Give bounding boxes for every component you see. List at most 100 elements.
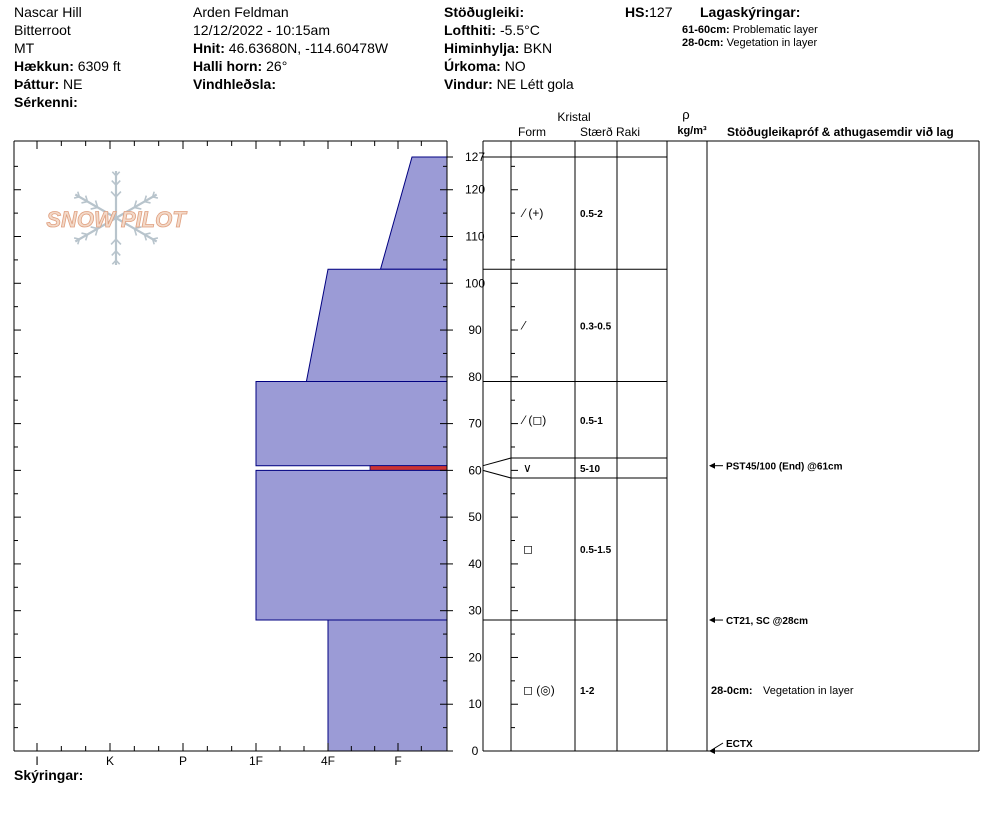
thin-layer-connector: [482, 457, 512, 467]
snowflake-arm: [115, 193, 158, 219]
snowflake-branch: [84, 234, 89, 241]
legend-item: 61-60cm: Problematic layer: [682, 24, 818, 37]
y-tick-label: 100: [465, 276, 485, 290]
aspect-value: NE: [63, 76, 83, 92]
sky-row: Himinhylja: BKN: [444, 39, 552, 57]
elevation-label: Hækkun:: [14, 58, 74, 74]
snowflake-branch: [111, 171, 117, 177]
layer-grain-size: 1-2: [580, 686, 595, 697]
y-tick-label: 110: [465, 230, 484, 244]
snowpilot-logo: SNOW PILOT: [46, 171, 188, 265]
layer-grain-form: ⁄: [520, 318, 527, 332]
snowflake-branch: [110, 238, 117, 245]
test-result: CT21, SC @28cm: [726, 616, 808, 627]
legend-item-text: Problematic layer: [732, 24, 818, 36]
snowflake-branch: [90, 226, 98, 230]
snow-layer: [327, 619, 448, 752]
x-tick-label: F: [394, 754, 401, 768]
layer-grain-form: ◻ (◎): [523, 683, 555, 697]
snowflake-branch: [115, 180, 121, 186]
x-tick-label: 4F: [321, 754, 335, 768]
col-header-tests: Stöðugleikapróf & athugasemdir við lag: [727, 125, 954, 139]
legend-item-range: 61-60cm:: [682, 24, 730, 36]
snowflake-branch: [134, 206, 142, 210]
snowflake-branch: [94, 200, 99, 208]
snowflake-branch: [111, 180, 117, 186]
layer-grain-size: 5-10: [580, 464, 600, 475]
wind-value: NE Létt gola: [496, 76, 574, 92]
slope-row: Halli horn: 26°: [193, 57, 287, 75]
coords-row: Hnit: 46.63680N, -114.60478W: [193, 39, 388, 57]
snowflake-branch: [144, 232, 151, 236]
range: Bitterroot: [14, 22, 71, 38]
problem-layer: [369, 465, 448, 471]
wind-load-row: Vindhleðsla:: [193, 75, 276, 93]
snowflake-icon: [73, 171, 159, 265]
col-header-crystal: Kristal: [557, 110, 590, 124]
snowflake-branch: [111, 259, 117, 265]
hs-row: HS:127: [625, 3, 672, 21]
thin-layer-connector: [482, 469, 512, 479]
col-header-size: Stærð: [580, 125, 613, 139]
y-tick-label: 127: [465, 150, 485, 164]
col-header-form: Form: [518, 125, 546, 139]
y-tick-label: 60: [468, 463, 482, 477]
features-row: Sérkenni:: [14, 93, 78, 111]
snowflake-branch: [84, 195, 89, 202]
snowflake-branch: [115, 259, 121, 265]
wind-load-label: Vindhleðsla:: [193, 76, 276, 92]
col-header-density-unit: kg/m³: [677, 125, 707, 137]
layer-grain-size: 0.5-1: [580, 416, 603, 427]
snowflake-branch: [151, 238, 155, 245]
layer-grain-size: 0.3-0.5: [580, 321, 612, 332]
hs-label: HS:: [625, 4, 650, 20]
elevation-value: 6309 ft: [77, 58, 121, 74]
layer-grain-form: ⁄ (+): [520, 206, 543, 220]
y-tick-label: 120: [465, 183, 485, 197]
elevation-row: Hækkun: 6309 ft: [14, 57, 121, 75]
datetime: 12/12/2022 - 10:15am: [193, 22, 330, 38]
coords-value: 46.63680N, -114.60478W: [228, 40, 389, 56]
y-tick-label: 70: [468, 417, 482, 431]
slope-label: Halli horn:: [193, 58, 263, 74]
snowflake-branch: [77, 191, 81, 198]
snowflake-branch: [110, 191, 117, 198]
snowflake-branch: [152, 196, 159, 199]
layer-note-text: Vegetation in layer: [763, 685, 854, 697]
snow-layer: [379, 156, 448, 270]
logo-text: SNOW PILOT: [46, 207, 187, 232]
snowflake-branch: [115, 171, 121, 177]
precip-label: Úrkoma:: [444, 58, 501, 74]
layer-grain-form: ⁄ (◻): [520, 413, 546, 427]
airtemp-label: Lofthiti:: [444, 22, 497, 38]
precip-value: NO: [504, 58, 526, 74]
snow-layer: [255, 469, 448, 621]
y-tick-label: 40: [468, 557, 482, 571]
snowflake-branch: [133, 228, 138, 236]
airtemp-value: -5.5°C: [499, 22, 540, 38]
legend-title: Lagaskýringar:: [700, 4, 801, 20]
test-arrowhead: [709, 462, 715, 469]
wind-label: Vindur:: [444, 76, 493, 92]
snowflake-branch: [81, 200, 88, 204]
snowflake-branch: [115, 238, 122, 245]
y-tick-label: 90: [468, 323, 482, 337]
wind-row: Vindur: NE Létt gola: [444, 75, 574, 93]
y-tick-label: 20: [468, 650, 482, 664]
layer-grain-size: 0.5-1.5: [580, 545, 612, 556]
stability-label: Stöðugleiki:: [444, 4, 525, 20]
airtemp-row: Lofthiti: -5.5°C: [444, 21, 540, 39]
remarks-label: Skýringar:: [14, 767, 84, 783]
snowflake-branch: [134, 226, 142, 230]
layer-note-range: 28-0cm:: [711, 685, 753, 697]
remarks-row: Skýringar:: [14, 766, 83, 784]
slope-value: 26°: [266, 58, 288, 74]
snowflake-branch: [133, 200, 138, 208]
hs-value: 127: [649, 4, 673, 20]
test-arrowhead: [709, 617, 715, 624]
legend-item-text: Vegetation in layer: [726, 37, 818, 49]
sky-label: Himinhylja:: [444, 40, 520, 56]
observer: Arden Feldman: [193, 4, 289, 20]
layer-grain-form: ◻: [523, 542, 533, 556]
